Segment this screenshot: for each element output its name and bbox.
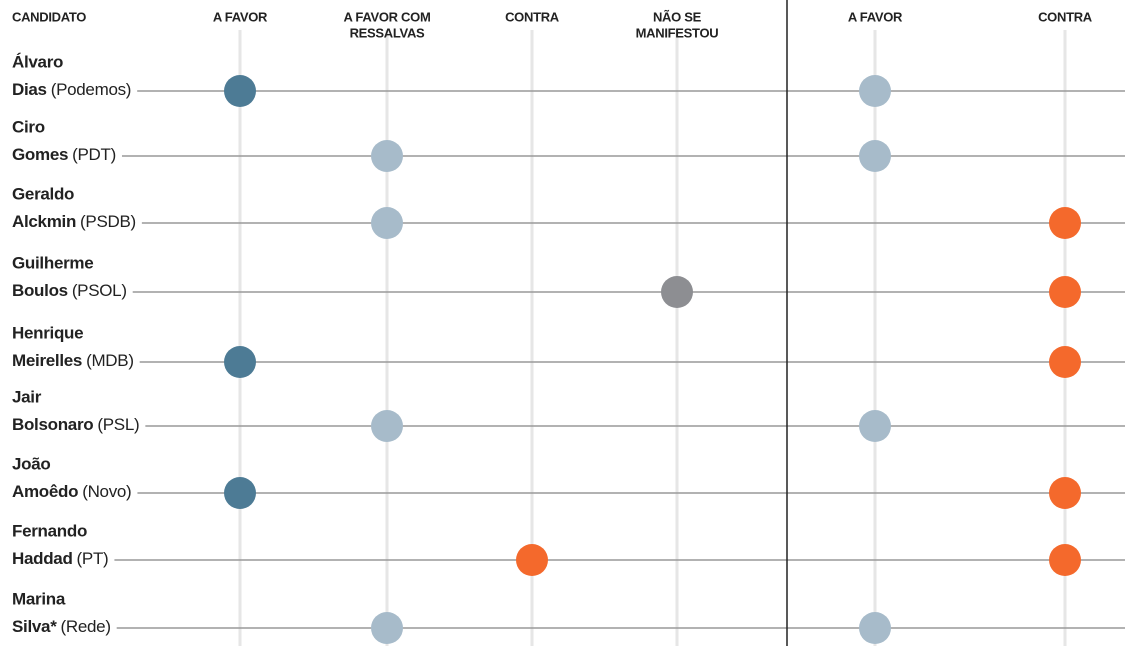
column-header: NÃO SE <box>653 9 702 24</box>
candidate-name: Amoêdo (Novo) <box>12 482 131 501</box>
candidate-first-name: Henrique <box>12 323 83 342</box>
candidate-first-name: Fernando <box>12 521 87 540</box>
candidate-party: (Rede) <box>61 617 111 636</box>
header-candidate: CANDIDATO <box>12 9 86 24</box>
candidate-party: (MDB) <box>86 351 134 370</box>
position-dot <box>1049 346 1081 378</box>
column-header: CONTRA <box>1038 9 1093 24</box>
candidate-name: Boulos (PSOL) <box>12 281 127 300</box>
column-header: RESSALVAS <box>350 25 425 40</box>
row-lines <box>114 90 1125 629</box>
position-dot <box>224 75 256 107</box>
position-dot <box>859 140 891 172</box>
position-dot <box>859 612 891 644</box>
candidate-last-name: Amoêdo <box>12 482 78 501</box>
position-dot <box>371 612 403 644</box>
candidate-name: Silva* (Rede) <box>12 617 111 636</box>
candidate-name: Bolsonaro (PSL) <box>12 415 139 434</box>
candidate-last-name: Silva* <box>12 617 57 636</box>
position-dot <box>1049 544 1081 576</box>
candidate-last-name: Alckmin <box>12 212 76 231</box>
column-header: CONTRA <box>505 9 560 24</box>
position-dot <box>1049 477 1081 509</box>
position-dot <box>371 140 403 172</box>
column-header: A FAVOR COM <box>344 9 431 24</box>
candidate-first-name: Guilherme <box>12 253 93 272</box>
candidate-last-name: Gomes <box>12 145 68 164</box>
position-dot <box>1049 276 1081 308</box>
candidate-name: Alckmin (PSDB) <box>12 212 136 231</box>
position-dot <box>516 544 548 576</box>
position-dot <box>1049 207 1081 239</box>
candidate-party: (Podemos) <box>51 80 131 99</box>
candidate-last-name: Meirelles <box>12 351 82 370</box>
candidate-party: (PDT) <box>72 145 116 164</box>
candidate-first-name: Marina <box>12 589 66 608</box>
candidate-name: Gomes (PDT) <box>12 145 116 164</box>
position-dot <box>371 207 403 239</box>
candidate-first-name: Ciro <box>12 117 45 136</box>
candidate-last-name: Haddad <box>12 549 73 568</box>
candidate-party: (PSOL) <box>72 281 127 300</box>
candidate-party: (Novo) <box>82 482 131 501</box>
candidate-first-name: Jair <box>12 387 42 406</box>
position-dot <box>224 346 256 378</box>
column-header: A FAVOR <box>848 9 903 24</box>
position-dot <box>371 410 403 442</box>
vertical-lines <box>238 30 1067 646</box>
candidate-name: Meirelles (MDB) <box>12 351 134 370</box>
position-dot <box>224 477 256 509</box>
position-dot <box>859 410 891 442</box>
candidate-first-name: Geraldo <box>12 184 74 203</box>
column-header: A FAVOR <box>213 9 268 24</box>
position-dot <box>859 75 891 107</box>
candidate-last-name: Bolsonaro <box>12 415 93 434</box>
candidate-name: Haddad (PT) <box>12 549 108 568</box>
position-dot <box>661 276 693 308</box>
column-header: MANIFESTOU <box>636 25 719 40</box>
candidate-name: Dias (Podemos) <box>12 80 131 99</box>
candidate-first-name: João <box>12 454 50 473</box>
candidate-first-name: Álvaro <box>12 52 63 71</box>
candidate-last-name: Dias <box>12 80 47 99</box>
candidate-party: (PT) <box>77 549 109 568</box>
candidate-last-name: Boulos <box>12 281 68 300</box>
candidate-party: (PSDB) <box>80 212 136 231</box>
candidate-party: (PSL) <box>97 415 139 434</box>
